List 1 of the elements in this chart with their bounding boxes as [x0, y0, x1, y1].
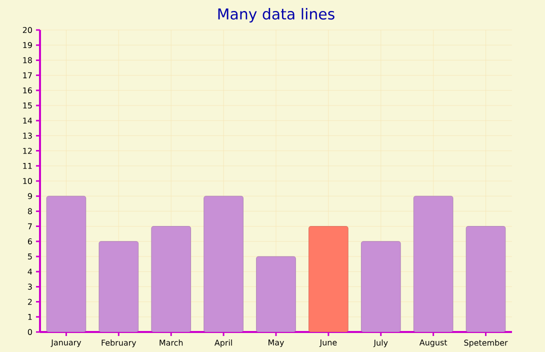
chart-title: Many data lines — [218, 8, 334, 22]
